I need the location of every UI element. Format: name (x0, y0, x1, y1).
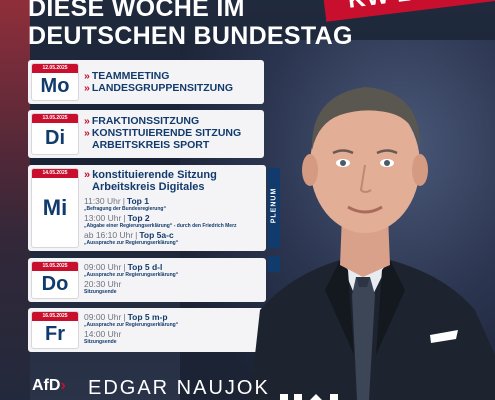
day-abbr: Di (45, 127, 65, 149)
day-date: 16.05.2025 (32, 312, 78, 321)
headline: Diese Woche im Deutschen Bundestag (28, 0, 353, 50)
party-logo: AfD› (32, 377, 66, 394)
schedule-row: 14:00 Uhr (84, 329, 122, 339)
day-box: 13.05.2025 Di (31, 113, 79, 155)
event-item: » TEAMMEETING (84, 70, 170, 82)
day-date: 15.05.2025 (32, 262, 78, 271)
day-abbr: Fr (45, 323, 65, 345)
schedule-sub: Sitzungsende (84, 289, 117, 295)
person-name: EDGAR NAUJOK (88, 377, 270, 399)
arrow-icon: » (84, 115, 90, 127)
schedule-row: 13:00 Uhr | Top 2 (84, 213, 150, 223)
day-abbr: Mo (40, 75, 70, 97)
schedule-row: 09:00 Uhr | Top 5 m-p (84, 312, 168, 322)
day-date: 13.05.2025 (32, 114, 78, 123)
day-entries: 09:00 Uhr | Top 5 d-l „Aussprache zur Regi… (84, 262, 178, 296)
schedule-sub: „Befragung der Bundesregierung“ (84, 206, 166, 212)
headline-line-2: Deutschen Bundestag (28, 22, 353, 50)
day-abbr: Do (41, 273, 69, 295)
schedule-sub: „Aussprache zur Regierungserklärung“ (84, 240, 179, 246)
event-item: » KONSTITUIERENDE SITZUNG (84, 127, 242, 139)
schedule-row: ab 16:10 Uhr | Top 5a-c (84, 230, 174, 240)
day-card-tuesday: 13.05.2025 Di » FRAKTIONSSITZUNG » KONSTIT… (28, 110, 264, 158)
event-item: ARBEITSKREIS SPORT (92, 139, 210, 151)
headline-line-1: Diese Woche im (28, 0, 245, 22)
schedule-sub: „Aussprache zur Regierungserklärung“ (84, 272, 179, 278)
day-card-thursday: 15.05.2025 Do 09:00 Uhr | Top 5 d-l „Aussp… (28, 258, 266, 302)
arrow-icon: » (84, 127, 90, 139)
event-item: » konstituierende Sitzung (84, 169, 217, 181)
schedule-sub: „Abgabe einer Regierungserklärung“ - dur… (84, 223, 237, 229)
day-card-friday: 16.05.2025 Fr 09:00 Uhr | Top 5 m-p „Aussp… (28, 308, 266, 352)
week-badge-label: KW 20 (346, 0, 427, 15)
schedule-row: 09:00 Uhr | Top 5 d-l (84, 262, 163, 272)
event-item: Arbeitskreis Digitales (92, 181, 205, 193)
day-entries: » konstituierende Sitzung Arbeitskreis Di… (84, 169, 237, 247)
day-box: 16.05.2025 Fr (31, 311, 79, 349)
day-box: 14.05.2025 Mi (31, 168, 79, 248)
day-entries: » TEAMMEETING » LANDESGRUPPENSITZUNG (84, 70, 233, 94)
schedule-sub: Sitzungsende (84, 339, 117, 345)
footer-decoration (280, 394, 338, 400)
day-box: 12.05.2025 Mo (31, 63, 79, 101)
arrow-icon: » (84, 70, 90, 82)
day-entries: 09:00 Uhr | Top 5 m-p „Aussprache zur Regi… (84, 312, 178, 346)
event-item: » LANDESGRUPPENSITZUNG (84, 82, 234, 94)
day-entries: » FRAKTIONSSITZUNG » KONSTITUIERENDE SITZU… (84, 115, 241, 151)
day-date: 14.05.2025 (32, 169, 78, 178)
day-abbr: Mi (42, 195, 68, 220)
arrow-icon: » (84, 169, 91, 181)
arrow-icon: » (84, 82, 90, 94)
plenum-tag: PLENUM (268, 168, 280, 248)
schedule-row: 20:30 Uhr (84, 279, 122, 289)
day-card-monday: 12.05.2025 Mo » TEAMMEETING » LANDESGRUPPE… (28, 60, 264, 104)
day-card-wednesday: 14.05.2025 Mi » konstituierende Sitzung A… (28, 165, 266, 251)
plenum-tag-thursday (268, 256, 280, 272)
portrait-image (250, 87, 495, 400)
day-box: 15.05.2025 Do (31, 261, 79, 299)
day-date: 12.05.2025 (32, 64, 78, 73)
schedule-row: 11:30 Uhr | Top 1 (84, 196, 149, 206)
event-item: » FRAKTIONSSITZUNG (84, 115, 200, 127)
background-left-strip (0, 0, 30, 400)
schedule-sub: „Aussprache zur Regierungserklärung“ (84, 322, 179, 328)
